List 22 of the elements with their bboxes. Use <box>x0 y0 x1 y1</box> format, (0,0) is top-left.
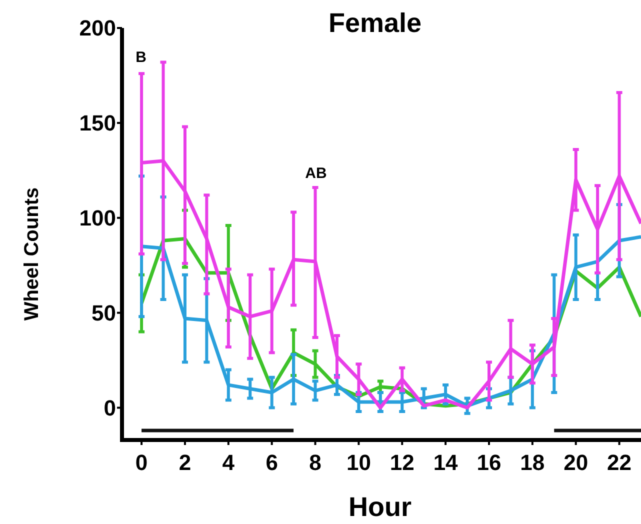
x-axis-title: Hour <box>348 492 412 522</box>
annotation: AB <box>305 165 327 182</box>
y-tick-label: 50 <box>92 300 116 326</box>
x-tick-label: 20 <box>564 450 588 475</box>
y-tick-label: 0 <box>104 395 116 420</box>
x-tick-label: 2 <box>178 450 192 475</box>
y-axis-title: Wheel Counts <box>21 187 43 321</box>
annotation: B <box>136 49 147 66</box>
x-tick-label: 8 <box>309 450 322 475</box>
y-tick-label: 150 <box>79 110 116 136</box>
x-tick-label: 12 <box>390 450 414 475</box>
x-tick-label: 4 <box>222 450 236 475</box>
x-tick-label: 16 <box>476 450 502 475</box>
x-tick-label: 22 <box>607 450 632 475</box>
x-tick-label: 14 <box>433 450 459 475</box>
chart-title: Female <box>328 8 422 38</box>
x-tick-label: 18 <box>520 450 545 475</box>
y-tick-label: 100 <box>79 206 116 231</box>
x-tick-label: 6 <box>266 450 278 475</box>
x-tick-label: 10 <box>346 450 371 475</box>
x-tick-label: 0 <box>135 450 148 475</box>
y-tick-label: 200 <box>79 16 116 41</box>
